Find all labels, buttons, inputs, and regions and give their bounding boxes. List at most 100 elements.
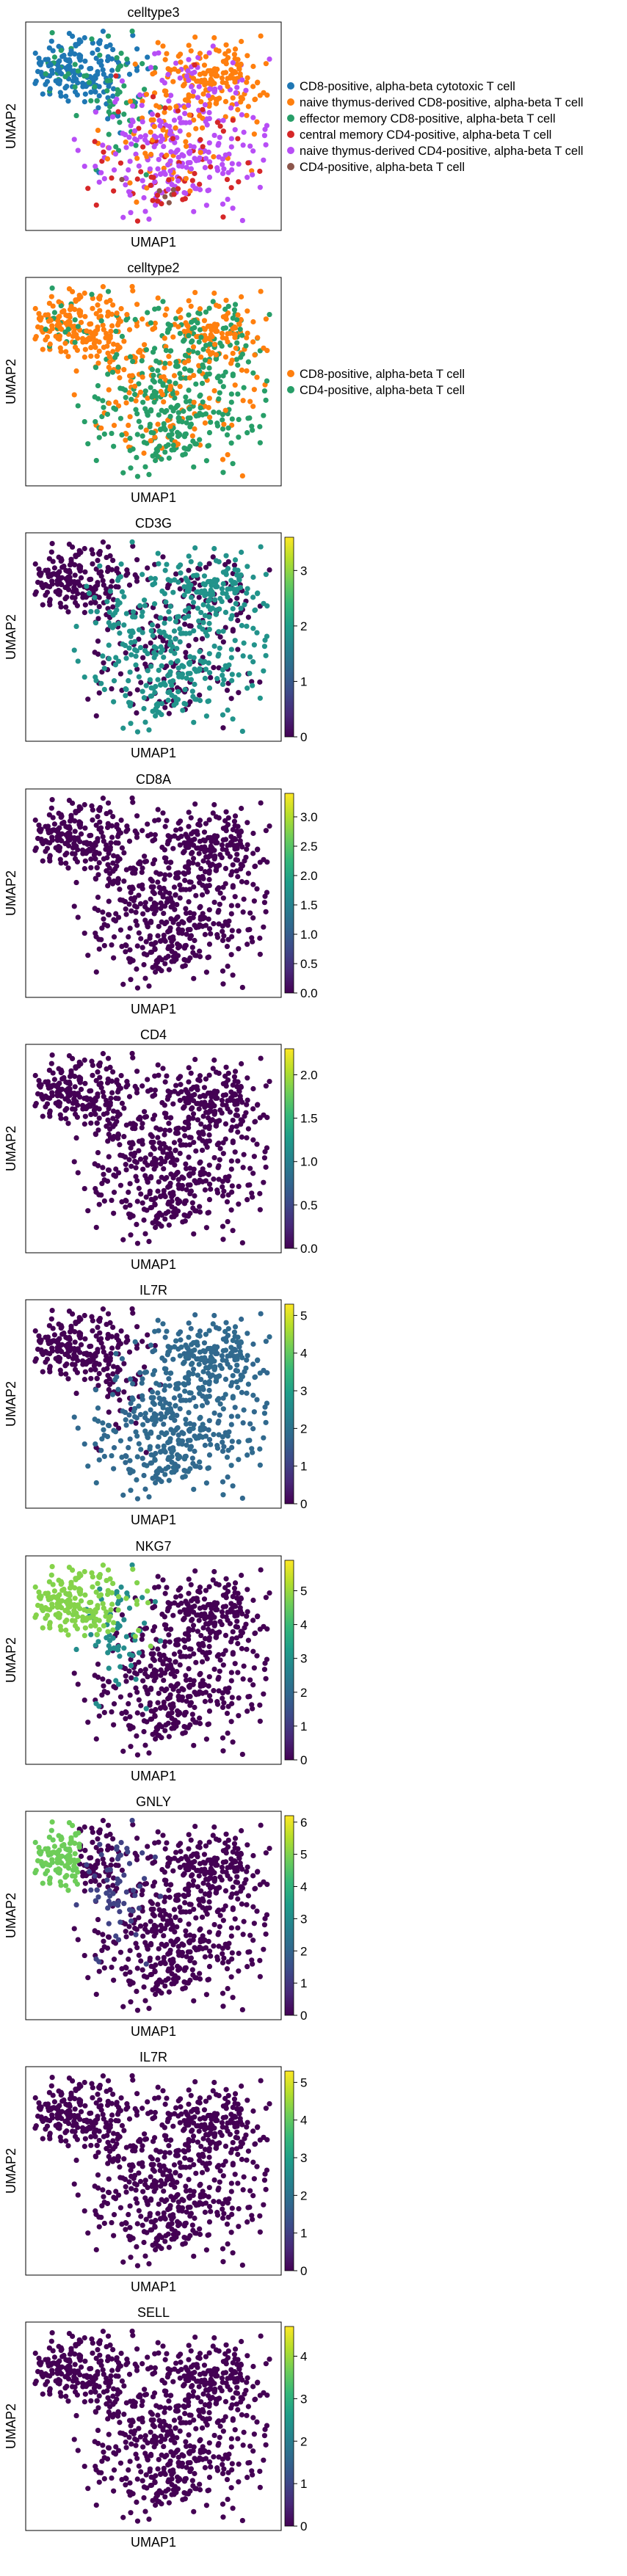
- cell-point: [213, 47, 220, 53]
- cell-point: [167, 1180, 173, 1187]
- cell-point: [134, 813, 140, 819]
- panel-title: CD8A: [136, 772, 171, 787]
- cell-point: [183, 1198, 189, 1204]
- cell-point: [153, 706, 159, 712]
- cell-point: [235, 1413, 241, 1419]
- cell-point: [177, 383, 183, 390]
- cell-point: [105, 1138, 111, 1144]
- cell-point: [186, 1099, 192, 1106]
- cell-point: [171, 628, 178, 634]
- cell-point: [126, 677, 131, 684]
- cell-point: [186, 120, 192, 125]
- cell-point: [175, 658, 181, 664]
- cell-point: [82, 1113, 88, 1119]
- cell-point: [202, 102, 209, 108]
- cell-point: [75, 658, 81, 664]
- cell-point: [203, 156, 209, 161]
- cell-point: [232, 46, 239, 52]
- cell-point: [93, 930, 98, 936]
- cell-point: [92, 1106, 98, 1112]
- cell-point: [96, 92, 102, 99]
- cell-point: [111, 678, 117, 684]
- colorbar-tick-label: 1: [300, 674, 307, 688]
- cell-point: [115, 148, 122, 153]
- cell-point: [63, 320, 69, 327]
- cell-point: [178, 630, 184, 636]
- cell-point: [46, 812, 52, 818]
- cell-point: [48, 1060, 54, 1066]
- cell-point: [188, 1325, 194, 1331]
- cell-point: [235, 1384, 241, 1391]
- colorbar-tick-label: 0.0: [300, 986, 318, 1000]
- cell-point: [162, 171, 168, 178]
- cell-point: [151, 1146, 157, 1152]
- cell-point: [190, 1353, 197, 1359]
- cell-point: [210, 43, 216, 49]
- cell-point: [245, 1126, 251, 1132]
- cell-point: [206, 698, 212, 704]
- cell-point: [175, 178, 181, 184]
- cell-point: [175, 324, 181, 330]
- cell-point: [158, 650, 164, 655]
- cell-point: [234, 1356, 240, 1362]
- cell-point: [225, 586, 231, 592]
- cell-point: [162, 872, 168, 878]
- cell-point: [137, 1369, 143, 1376]
- cell-point: [123, 650, 128, 656]
- colorbar-tick-label: 2: [300, 1422, 307, 1436]
- cell-point: [178, 315, 184, 321]
- cell-point: [177, 1353, 183, 1358]
- cell-point: [207, 853, 213, 859]
- cell-point: [209, 605, 215, 611]
- cell-point: [250, 1106, 256, 1112]
- cell-point: [192, 681, 197, 688]
- cell-point: [148, 129, 153, 135]
- cell-point: [151, 372, 156, 379]
- cell-point: [165, 186, 171, 192]
- cell-point: [191, 208, 197, 214]
- cell-point: [188, 559, 194, 564]
- cell-point: [95, 814, 101, 820]
- cell-point: [191, 719, 197, 725]
- cell-point: [89, 547, 95, 553]
- cell-point: [150, 861, 156, 867]
- cell-point: [197, 649, 203, 655]
- cell-point: [235, 1158, 241, 1164]
- cell-point: [69, 33, 76, 40]
- cell-point: [104, 1178, 111, 1185]
- cell-point: [241, 129, 247, 135]
- cell-point: [92, 594, 98, 600]
- cell-point: [191, 1231, 197, 1237]
- cell-point: [184, 73, 190, 79]
- cell-point: [171, 958, 177, 964]
- cell-point: [185, 324, 191, 330]
- cell-point: [181, 408, 186, 414]
- cell-point: [229, 672, 235, 677]
- cell-point: [155, 1188, 161, 1194]
- cell-point: [160, 382, 166, 388]
- colorbar-tick-label: 0.0: [300, 1242, 318, 1256]
- cell-point: [181, 1456, 188, 1462]
- cell-point: [112, 918, 119, 924]
- cell-point: [71, 841, 77, 847]
- cell-point: [109, 834, 115, 840]
- cell-point: [220, 937, 226, 944]
- cell-point: [37, 1339, 43, 1345]
- cell-point: [175, 945, 181, 951]
- cell-point: [170, 186, 176, 193]
- cell-point: [111, 1210, 117, 1216]
- cell-point: [168, 149, 174, 155]
- cell-point: [49, 1308, 55, 1314]
- cell-point: [97, 563, 103, 569]
- cell-point: [183, 120, 189, 125]
- cell-point: [183, 1421, 189, 1427]
- cell-point: [48, 38, 54, 44]
- cell-point: [186, 899, 192, 905]
- cell-point: [193, 925, 199, 931]
- cell-point: [220, 895, 226, 901]
- cell-point: [43, 337, 48, 343]
- cell-point: [206, 835, 211, 841]
- cell-point: [119, 333, 126, 339]
